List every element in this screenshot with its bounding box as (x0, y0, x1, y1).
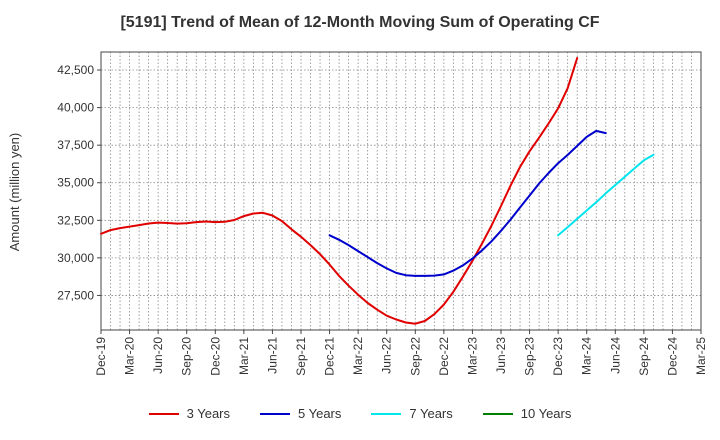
series-line-3-years (100, 57, 579, 325)
x-tick-label: Dec-24 (665, 337, 679, 376)
x-tick-label: Dec-20 (208, 337, 222, 376)
x-tick-label: Dec-21 (323, 337, 337, 376)
legend-item-10-years: 10 Years (482, 406, 572, 421)
y-axis-label: Amount (million yen) (7, 133, 22, 252)
x-tick-label: Jun-23 (494, 337, 508, 374)
legend-item-7-years: 7 Years (371, 406, 453, 421)
legend-item-5-years: 5 Years (260, 406, 341, 421)
x-tick-label: Dec-22 (437, 337, 451, 376)
x-tick-label: Jun-24 (608, 337, 622, 374)
x-tick-label: Mar-21 (237, 337, 251, 375)
x-tick-label: Jun-21 (265, 337, 279, 374)
legend-swatch (148, 412, 179, 415)
legend-label: 10 Years (520, 406, 572, 421)
legend-label: 3 Years (186, 406, 230, 421)
x-tick-label: Jun-20 (151, 337, 165, 374)
x-tick-label: Mar-25 (694, 337, 708, 375)
legend-label: 5 Years (298, 406, 342, 421)
y-axis: 27,500 30,000 32,500 35,000 37,500 40,000 42,5… (57, 63, 101, 302)
plot-frame (100, 51, 702, 331)
chart-title: [5191] Trend of Mean of 12-Month Moving … (120, 14, 600, 31)
legend-swatch (260, 412, 290, 415)
grid-lines (101, 52, 701, 330)
series-line-5-years (328, 129, 607, 277)
legend-item-3-years: 3 Years (148, 406, 230, 421)
x-tick-label: Mar-23 (465, 337, 479, 375)
y-tick-label: 35,000 (57, 176, 94, 190)
x-tick-label: Jun-22 (380, 337, 394, 374)
x-tick-label: Sep-23 (523, 337, 537, 376)
y-tick-label: 30,000 (57, 251, 94, 265)
x-tick-label: Mar-20 (123, 337, 137, 375)
legend-swatch (371, 412, 402, 415)
legend-label: 7 Years (409, 406, 453, 421)
y-tick-label: 27,500 (57, 288, 94, 302)
x-tick-label: Mar-24 (580, 337, 594, 375)
series-line-7-years (557, 153, 655, 237)
x-tick-label: Sep-21 (294, 337, 308, 376)
x-tick-label: Sep-22 (408, 337, 422, 376)
y-tick-label: 37,500 (57, 138, 94, 152)
x-tick-label: Mar-22 (351, 337, 365, 375)
y-tick-label: 32,500 (57, 213, 94, 227)
x-axis: Dec-19 Mar-20 Jun-20 Sep-20 Dec-20 Mar-21 Jun-… (94, 330, 708, 376)
series-lines (100, 57, 655, 325)
x-tick-label: Dec-19 (94, 337, 108, 376)
legend: 3 Years 5 Years 7 Years 10 Years (0, 406, 720, 421)
y-tick-label: 42,500 (57, 63, 94, 77)
x-tick-label: Sep-20 (180, 337, 194, 376)
y-tick-label: 40,000 (57, 101, 94, 115)
x-tick-label: Sep-24 (637, 337, 651, 376)
x-tick-label: Dec-23 (551, 337, 565, 376)
legend-swatch (482, 412, 513, 415)
